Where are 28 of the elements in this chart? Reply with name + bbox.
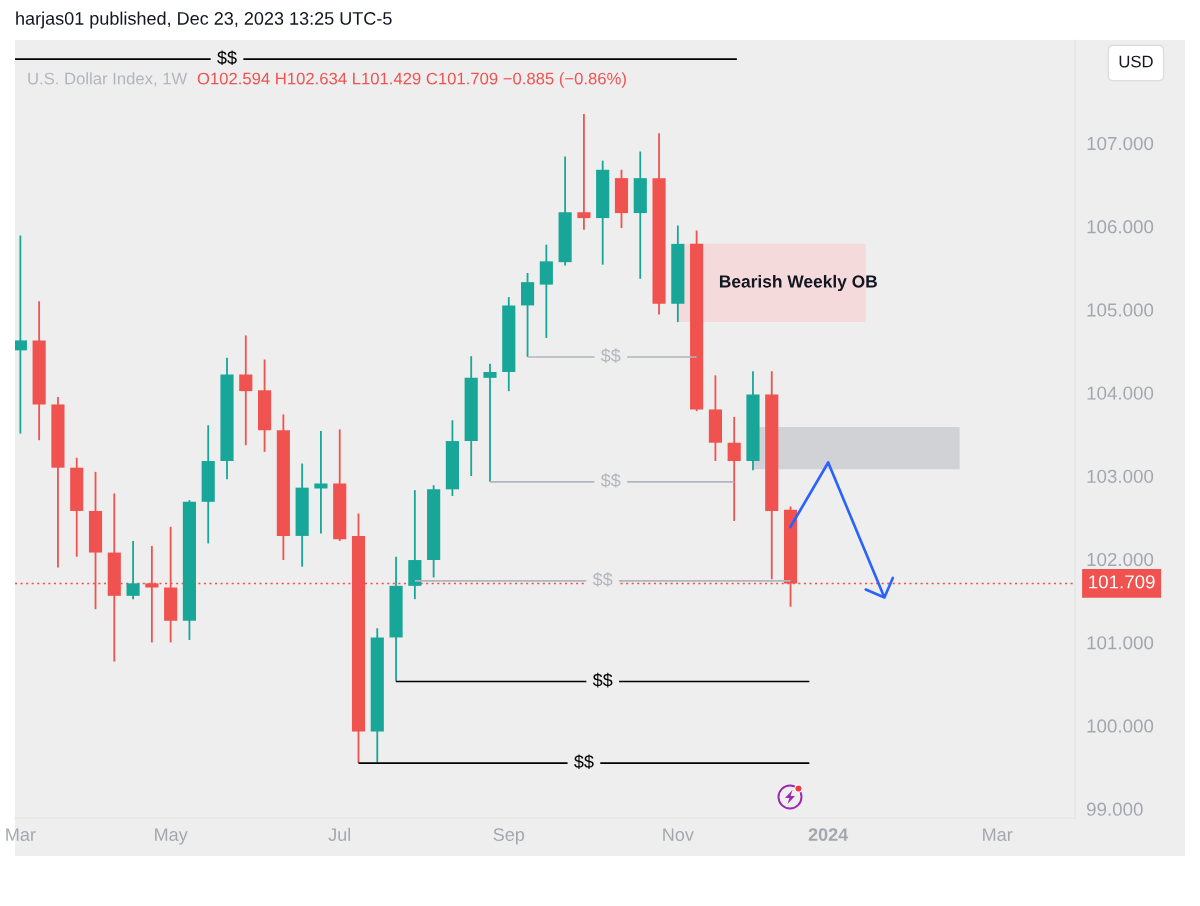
text: U.S. Dollar Index, 1W xyxy=(28,72,188,87)
y-tick-label: 105.000 xyxy=(1087,303,1154,317)
annotation: $$ xyxy=(600,348,621,363)
annotation: $$ xyxy=(574,754,594,769)
y-axis-title: USD xyxy=(1119,55,1153,68)
y-tick-label: 104.000 xyxy=(1087,386,1154,400)
y-tick-label: 107.000 xyxy=(1087,136,1154,151)
x-tick-label: Sep xyxy=(493,828,525,845)
text: O102.594 H102.634 L101.429 C101.709 −0.885 (−0.86%) xyxy=(197,72,626,88)
x-tick-label: May xyxy=(155,828,188,845)
x-tick-label: 2024 xyxy=(808,828,849,841)
y-tick-label: 103.000 xyxy=(1087,469,1154,483)
annotation: Bearish Weekly OB xyxy=(719,274,877,292)
y-tick-label: 101.000 xyxy=(1087,636,1154,650)
annotation: $$ xyxy=(600,473,621,488)
annotation: $$ xyxy=(592,572,613,587)
x-tick-label: Mar xyxy=(6,828,36,841)
x-tick-label: Mar xyxy=(983,828,1013,841)
annotation: $$ xyxy=(217,50,237,66)
y-tick-label: 99.000 xyxy=(1086,802,1143,816)
x-tick-label: Jul xyxy=(328,827,351,841)
y-tick-label: 102.000 xyxy=(1087,552,1154,567)
y-tick-label: 106.000 xyxy=(1087,220,1154,234)
annotation: $$ xyxy=(592,672,613,688)
y-tick-label: 100.000 xyxy=(1087,719,1154,733)
x-tick-label: Nov xyxy=(663,828,694,841)
text: harjas01 published, Dec 23, 2023 13:25 UTC-5 xyxy=(16,11,392,29)
ref-line-label: 101.709 xyxy=(1089,575,1155,589)
